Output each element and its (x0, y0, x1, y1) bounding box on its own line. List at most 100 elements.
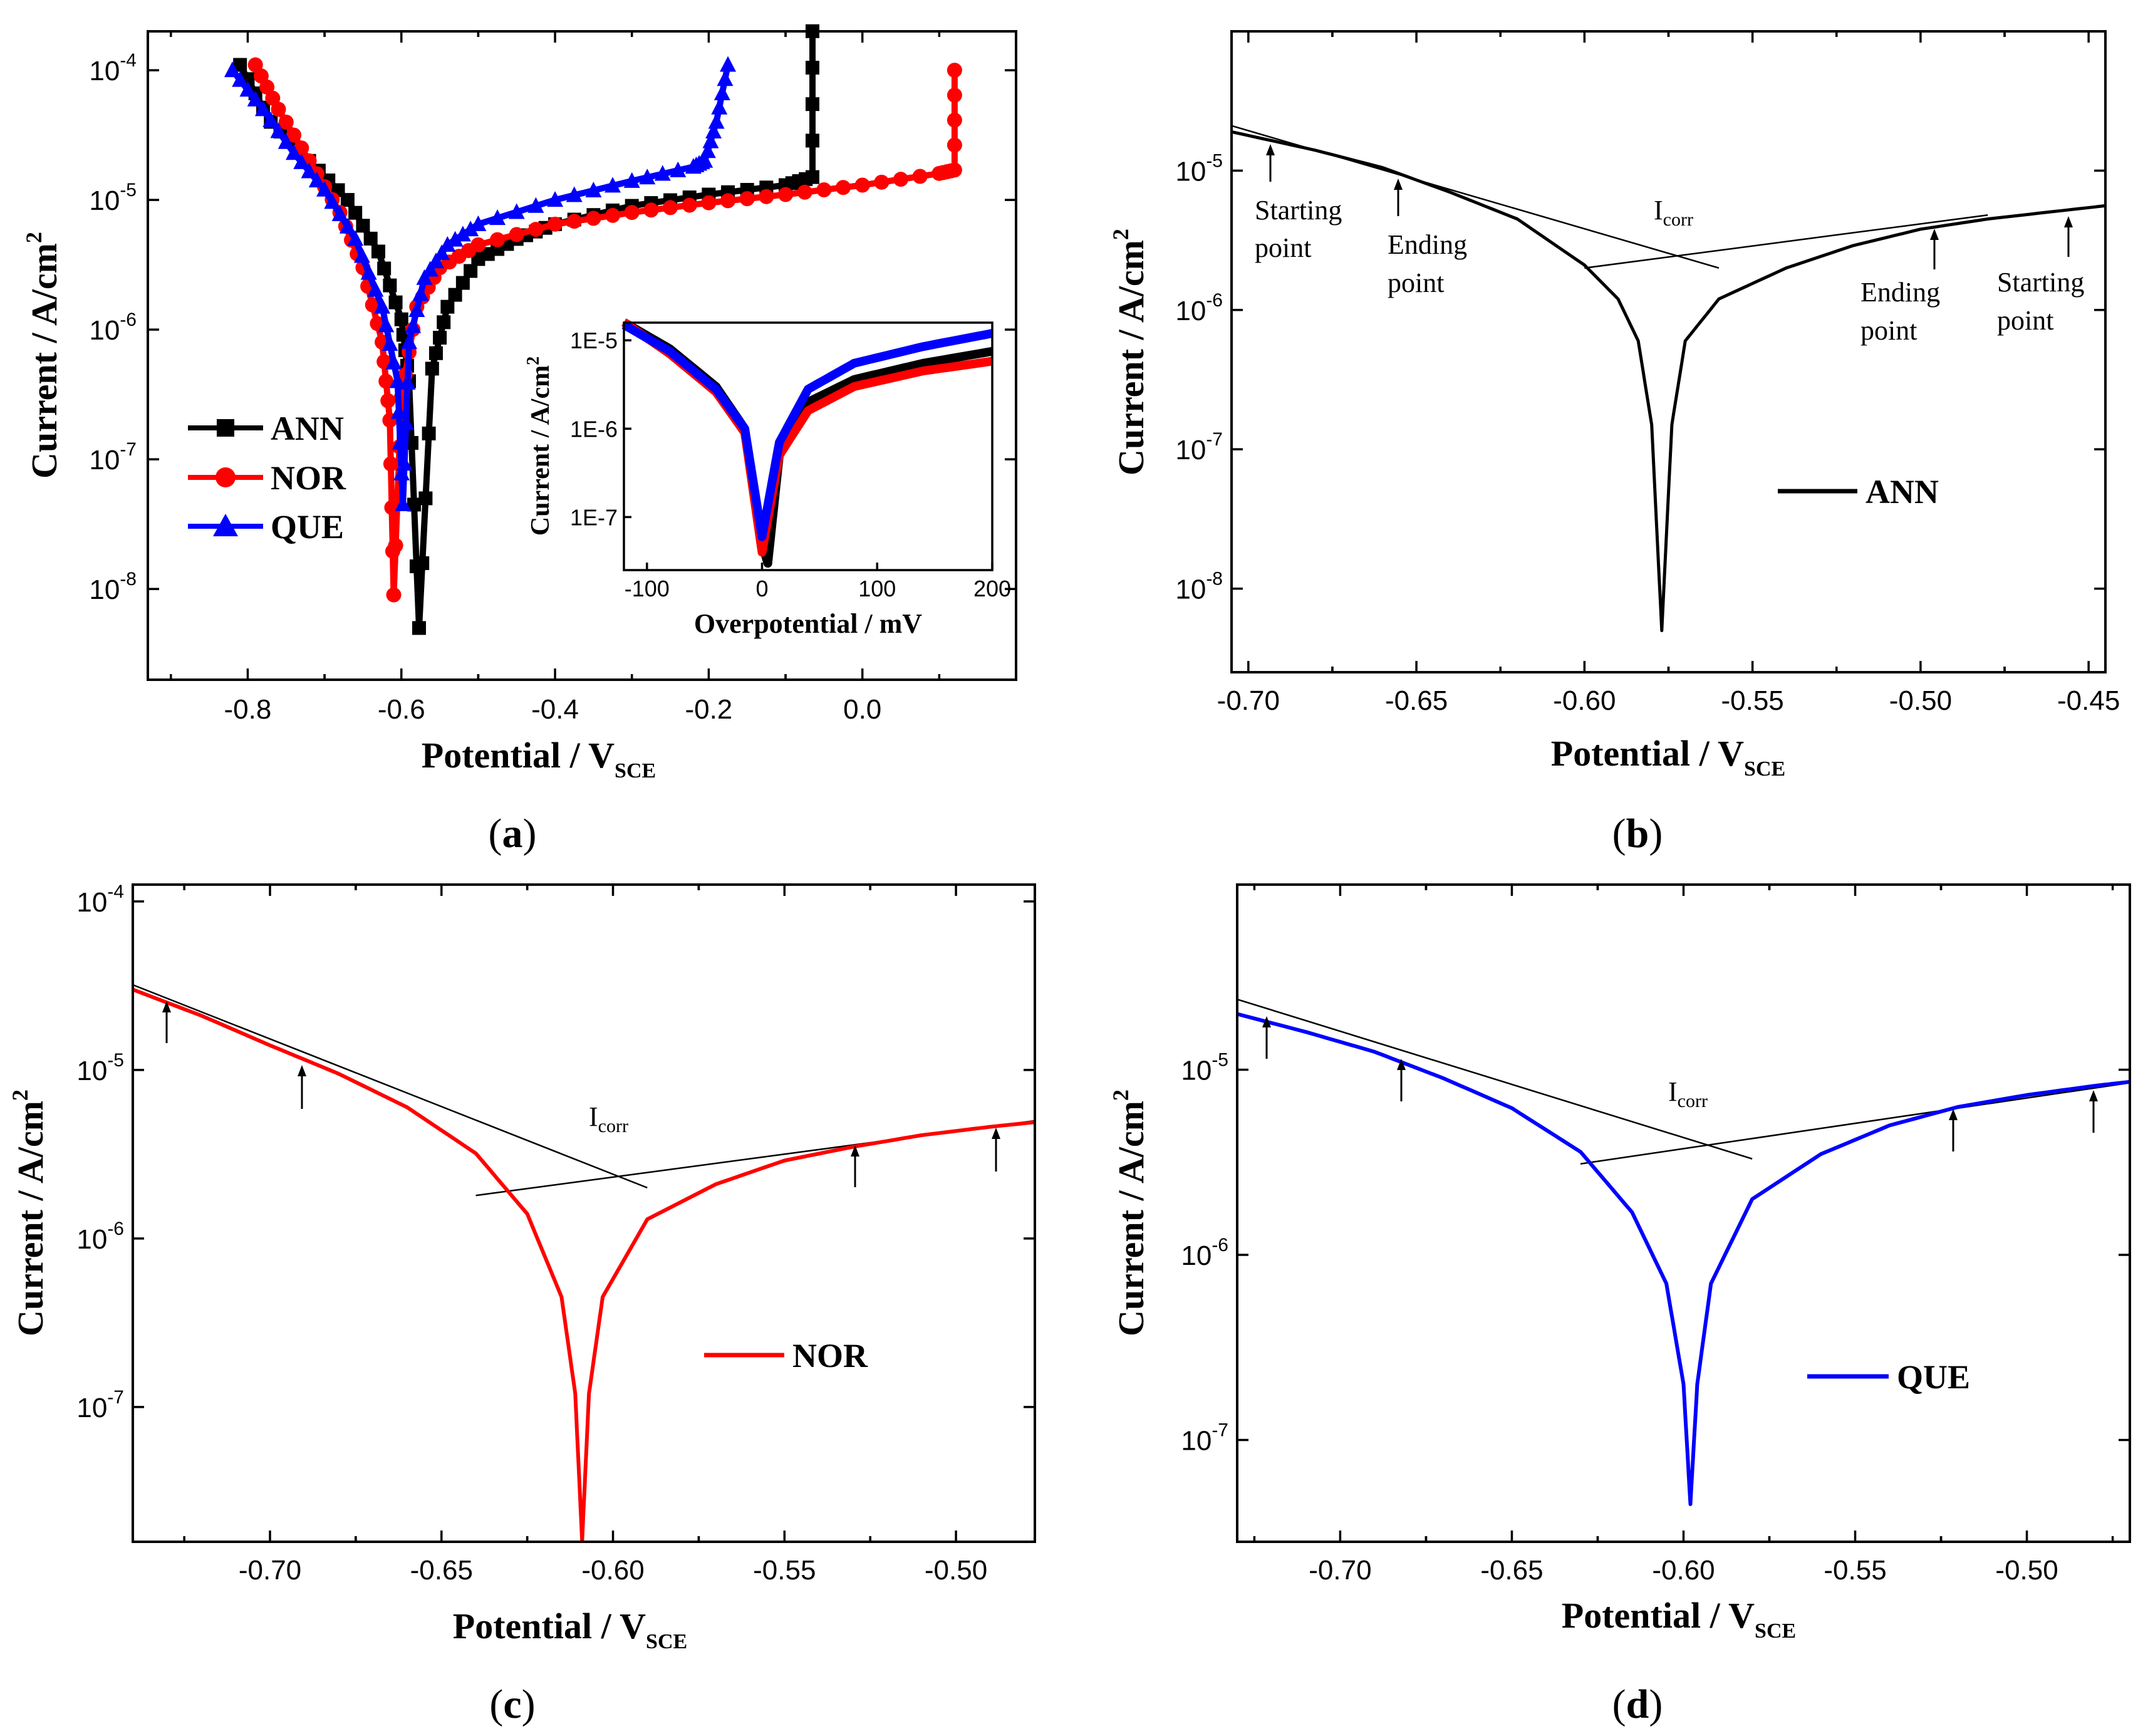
c-legend-label: NOR (792, 1337, 868, 1375)
marker-ann (233, 58, 247, 72)
marker-nor (509, 227, 524, 242)
y-tick-label: 10-5 (76, 1050, 124, 1086)
marker-nor (643, 202, 659, 218)
marker-que (405, 317, 422, 333)
inset-y-tick-label: 1E-7 (570, 504, 618, 530)
panel-d-y-axis-title: Current / A/cm2 (1108, 1089, 1151, 1336)
point-arrow-head (1930, 229, 1939, 240)
marker-nor (778, 187, 794, 202)
marker-que (697, 152, 713, 168)
marker-nor (586, 211, 601, 226)
y-tick-base: 10 (1175, 296, 1206, 326)
marker-nor (947, 63, 962, 78)
panel-a-y-axis-title-main: Current / A/cm (24, 243, 65, 479)
marker-ann (805, 97, 819, 112)
marker-que (390, 403, 407, 419)
marker-que (705, 123, 722, 139)
marker-nor (947, 162, 962, 178)
marker-que (286, 144, 303, 160)
inset-frame (623, 321, 994, 571)
point-arrow-head (1949, 1109, 1958, 1120)
marker-que (639, 169, 656, 185)
panel-b-axes: -0.70 -0.65 -0.60 -0.55 -0.50 -0.4510-810-710… (1175, 31, 2120, 716)
inset-y-axis-title: Current / A/cm2 (524, 356, 555, 536)
panel-c-frame (132, 883, 1036, 1543)
panel-a: -0.8 -0.6 -0.4 -0.2 0.010-810-710-610-510-4 … (21, 24, 1017, 856)
marker-nor (720, 193, 736, 209)
marker-que (527, 197, 544, 213)
y-tick-exp: -7 (120, 439, 137, 460)
panel-c-axes: -0.70 -0.65 -0.60 -0.55 -0.5010-710-610-510-… (76, 881, 1035, 1586)
marker-ann (805, 61, 819, 75)
panel-d-legend: QUE (1807, 1358, 1970, 1396)
point-arrow-head (992, 1128, 1000, 1139)
inset-x-tick-label: 200 (973, 576, 1011, 601)
legend-label-que: QUE (271, 508, 344, 546)
y-tick-exp: -6 (1212, 1235, 1228, 1255)
tafel-fit-line (132, 984, 648, 1189)
marker-que (308, 172, 325, 188)
x-tick-label: -0.60 (1553, 685, 1616, 716)
panel-d-y-axis-title-main: Current / A/cm (1111, 1101, 1151, 1336)
marker-nor (528, 222, 544, 237)
marker-nor (278, 115, 294, 130)
y-tick-label: 10-6 (1181, 1235, 1228, 1271)
marker-nor (759, 189, 774, 204)
legend-marker-que (213, 514, 238, 536)
marker-ann (383, 278, 397, 293)
panel-d-annotations: Icorr (1668, 1076, 1708, 1111)
marker-nor (797, 184, 812, 200)
y-tick-label: 10-6 (1175, 290, 1223, 326)
inset-x-tick-label: 0 (755, 576, 768, 601)
tafel-fit-line (1584, 214, 1988, 269)
marker-que (470, 215, 487, 231)
x-tick-label: -0.8 (224, 694, 272, 725)
b-left-start-line1: Starting (1255, 195, 1342, 226)
marker-que (401, 333, 418, 350)
panel-a-x-axis-title-main: Potential / V (422, 735, 615, 776)
marker-que (422, 261, 438, 277)
marker-que (278, 133, 294, 149)
marker-ann (422, 426, 436, 440)
marker-ann (437, 315, 451, 330)
point-arrow-head (162, 1001, 171, 1012)
y-tick-label: 10-4 (76, 881, 124, 918)
x-tick-label: -0.2 (685, 694, 732, 725)
marker-ann (363, 231, 378, 246)
marker-que (605, 177, 621, 193)
inset-series-que (621, 321, 994, 541)
panel-d-label-letter: d (1626, 1681, 1649, 1727)
marker-que (270, 122, 287, 138)
y-tick-base: 10 (1175, 574, 1206, 605)
x-tick-label: -0.6 (378, 694, 425, 725)
x-tick-label: -0.65 (410, 1555, 473, 1586)
y-tick-base: 10 (89, 445, 120, 476)
point-arrow-head (298, 1065, 306, 1076)
y-tick-base: 10 (89, 185, 120, 216)
y-tick-label: 10-8 (1175, 569, 1223, 605)
y-tick-exp: -6 (107, 1219, 124, 1239)
x-tick-label: -0.55 (753, 1555, 816, 1586)
marker-nor (384, 500, 400, 516)
marker-nor (386, 587, 402, 603)
marker-ann (394, 312, 408, 326)
marker-que (623, 172, 640, 188)
marker-ann (428, 346, 443, 360)
x-tick-label: 0.0 (843, 694, 881, 725)
y-tick-exp: -6 (1206, 290, 1223, 311)
marker-que (454, 226, 471, 242)
marker-ann (377, 261, 392, 276)
marker-que (239, 81, 256, 97)
marker-nor (247, 57, 263, 73)
marker-que (711, 98, 728, 115)
marker-que (439, 236, 456, 252)
inset-y-tick-label: 1E-6 (570, 416, 618, 442)
x-tick-label: -0.50 (925, 1555, 987, 1586)
panel-d-label: (d) (1612, 1681, 1663, 1727)
panel-c-x-axis-title-main: Potential / V (453, 1606, 646, 1646)
tafel-fit-line (1237, 998, 1753, 1160)
marker-nor (682, 197, 697, 213)
panel-c-label: (c) (489, 1681, 535, 1727)
marker-que (447, 231, 464, 247)
panel-d-x-axis-title-sub: SCE (1755, 1619, 1796, 1643)
